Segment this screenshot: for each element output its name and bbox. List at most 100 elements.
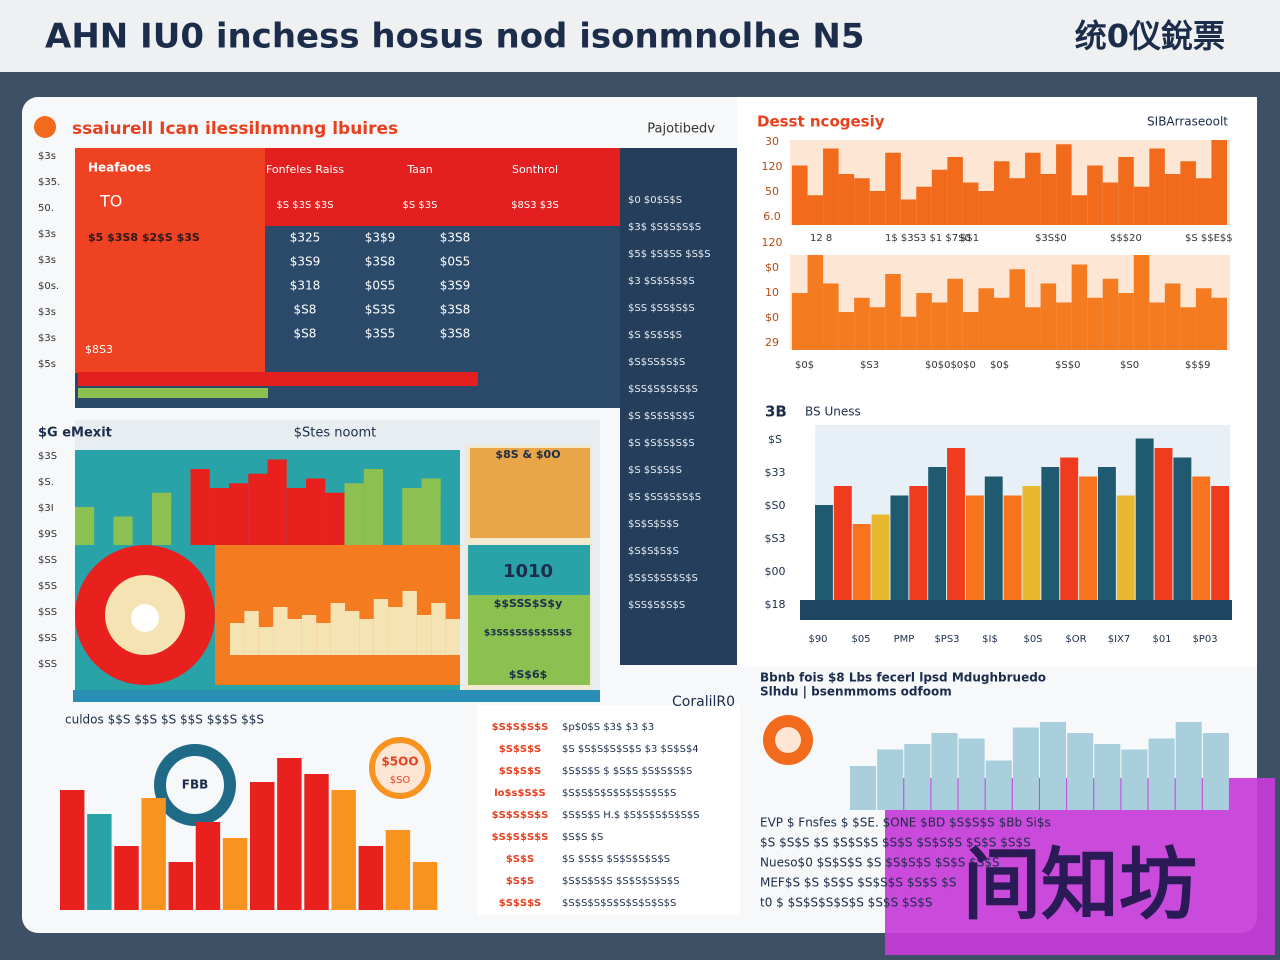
bar [431, 603, 446, 655]
bar [1041, 467, 1060, 600]
bar [287, 619, 302, 655]
y-label: 29 [765, 336, 779, 349]
bar [60, 790, 85, 910]
x-label: $IX7 [1108, 634, 1131, 645]
bar [416, 615, 432, 655]
item-text: $S$S$S$S$S$S$S$S$S [562, 898, 676, 909]
bar [331, 790, 356, 910]
bar [440, 497, 460, 545]
row-label: $3s [38, 229, 56, 240]
column-sub: $8S3 $3S [511, 200, 559, 211]
bar [815, 505, 833, 600]
bar [1056, 302, 1072, 350]
bar [1071, 195, 1088, 225]
bar [1102, 278, 1119, 350]
bar [869, 191, 886, 225]
bar [1040, 722, 1067, 810]
table-cell: $3S8 [440, 303, 471, 317]
y-label: 120 [762, 160, 783, 173]
bar [301, 615, 317, 655]
chart-title: Desst ncogesiy [757, 113, 885, 131]
row-label: $5S [38, 581, 57, 592]
item-text: $S$S$S$S$S$S$S$S$S [562, 788, 676, 799]
y-label: $S [768, 433, 782, 446]
bar [1202, 733, 1229, 810]
column-header: Sonthrol [512, 163, 558, 176]
bar [823, 283, 839, 350]
item-tag: $S$S$S [499, 898, 541, 909]
x-label: 12 8 [810, 233, 832, 244]
panel-title: $G eMexit [38, 426, 112, 441]
bar [931, 733, 958, 810]
item-text: $S$S $S [562, 832, 603, 843]
bar [823, 148, 839, 225]
x-label: PMP [894, 634, 915, 645]
bar [152, 492, 172, 545]
bar [962, 312, 979, 350]
item-text: $S$S$S$S $S$S$S$S$S [562, 876, 680, 887]
row-label: $3s [38, 333, 56, 344]
table-cell: $0S5 [440, 255, 471, 269]
detail-line: $S $S$S $S $S$S$S $S$S $S$S$S $S$S $S$S [760, 836, 1031, 850]
bar [869, 307, 886, 350]
bar [168, 862, 193, 910]
bar [978, 191, 994, 225]
row-label: 50. [38, 203, 54, 214]
table-footer: $8S3 [85, 343, 113, 356]
sidebar-line: $SS$S$S$S [628, 600, 685, 611]
bar [1118, 157, 1134, 225]
table-cell: $3$9 [365, 231, 396, 245]
y-label: $33 [765, 466, 786, 479]
row-label: $3s [38, 151, 56, 162]
row-label: $9S [38, 529, 57, 540]
item-text: $S$S$S H.$ $S$S$S$S$S$S [562, 810, 700, 821]
bar [1180, 307, 1196, 350]
bar [833, 486, 852, 600]
list-panel [478, 705, 740, 915]
column-header: Fonfeles Raiss [266, 163, 344, 176]
table-cell: $0S5 [365, 279, 396, 293]
bar [1009, 269, 1026, 350]
bar [1180, 161, 1196, 225]
bar [1135, 438, 1154, 600]
y-label: $S0 [765, 499, 786, 512]
sidebar-line: $S$S$S$S [628, 519, 679, 530]
bar [792, 165, 808, 225]
bar [850, 766, 877, 810]
hero-block [75, 148, 265, 373]
bar [931, 302, 948, 350]
bar [273, 607, 288, 655]
bar [993, 297, 1010, 350]
bar [258, 627, 274, 655]
row-label: $0s. [38, 281, 59, 292]
bar [222, 838, 248, 910]
y-label: 50 [765, 185, 779, 198]
bar [250, 782, 275, 910]
x-label: $S0 [1120, 360, 1139, 371]
item-tag: $S$S$S [499, 766, 541, 777]
bar [373, 599, 389, 655]
badge-text: 统0仪銳票 [1075, 17, 1225, 55]
bar [445, 619, 460, 655]
icon [34, 116, 56, 138]
bar [304, 774, 329, 910]
ring-label: FBB [182, 778, 209, 792]
bar [1040, 174, 1057, 225]
x-label: $0S [1023, 634, 1042, 645]
bar [807, 195, 824, 225]
bar [190, 469, 210, 545]
bar [1148, 738, 1175, 810]
column-header: Taan [406, 163, 432, 176]
bar [885, 274, 901, 350]
bar [385, 830, 411, 910]
card-band [468, 545, 590, 595]
caption: Bbnb fois $8 Lbs fecerl lpsd Mdughbruedo [760, 671, 1046, 685]
sidebar-line: $0 $0$S$S [628, 195, 682, 206]
bar [359, 619, 374, 655]
table-head [265, 148, 620, 226]
column-sub: $S $3S $3S [276, 200, 333, 211]
row-label: $3I [38, 503, 54, 514]
sidebar-line: $S $S$S$S$S [628, 411, 695, 422]
watermark: 间知坊 [963, 840, 1197, 930]
bar [900, 316, 917, 350]
